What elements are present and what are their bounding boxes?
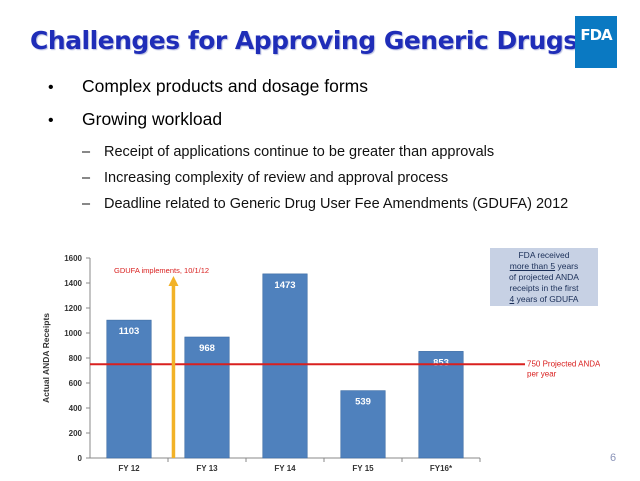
y-tick-label: 0 bbox=[78, 454, 83, 463]
dash-icon: – bbox=[82, 196, 91, 212]
sub-bullet-item: – Deadline related to Generic Drug User … bbox=[82, 194, 608, 214]
sub-bullet-item: – Receipt of applications continue to be… bbox=[82, 142, 608, 162]
gdufa-annotation: GDUFA implements, 10/1/12 bbox=[114, 266, 209, 275]
bar bbox=[340, 390, 386, 459]
info-line: 4 years of GDUFA bbox=[490, 294, 598, 305]
y-tick-label: 400 bbox=[69, 404, 83, 413]
y-tick-label: 1200 bbox=[64, 304, 82, 313]
x-tick-label: FY16* bbox=[430, 464, 453, 473]
info-line: FDA received bbox=[518, 250, 570, 260]
bullet-text: Growing workload bbox=[82, 109, 223, 129]
bullet-item: • Growing workload bbox=[48, 109, 608, 130]
bullet-dot-icon: • bbox=[48, 112, 54, 129]
sub-bullet-text: Increasing complexity of review and appr… bbox=[104, 170, 449, 186]
info-underlined-text: 4 bbox=[509, 294, 515, 304]
bar bbox=[262, 273, 308, 459]
x-tick-label: FY 12 bbox=[118, 464, 140, 473]
bar-value-label: 968 bbox=[199, 343, 215, 354]
bar bbox=[184, 336, 230, 459]
anda-receipts-chart: Actual ANDA Receipts 0 200 400 600 800 1000 120… bbox=[40, 246, 604, 481]
info-text: years bbox=[555, 261, 579, 271]
bar-value-label: 1473 bbox=[274, 280, 295, 291]
y-tick-label: 1400 bbox=[64, 279, 82, 288]
bullet-dot-icon: • bbox=[48, 79, 54, 96]
bar bbox=[418, 351, 464, 459]
sub-bullet-text: Deadline related to Generic Drug User Fe… bbox=[104, 196, 569, 212]
x-tick-label: FY 14 bbox=[274, 464, 296, 473]
bar-value-label: 853 bbox=[433, 357, 449, 368]
fda-logo: FDA bbox=[575, 16, 617, 68]
bullet-text: Complex products and dosage forms bbox=[82, 76, 368, 96]
reference-line-label: per year bbox=[527, 369, 557, 378]
x-tick-label: FY 15 bbox=[352, 464, 374, 473]
y-tick-label: 1000 bbox=[64, 329, 82, 338]
bar-value-label: 539 bbox=[355, 397, 371, 408]
info-line: of projected ANDA bbox=[509, 272, 579, 282]
y-tick-label: 800 bbox=[69, 354, 83, 363]
bar-value-label: 1103 bbox=[119, 326, 140, 337]
info-box: FDA received more than 5 years of projec… bbox=[490, 248, 598, 306]
slide-title: Challenges for Approving Generic Drugs bbox=[30, 26, 578, 55]
x-tick-label: FY 13 bbox=[196, 464, 218, 473]
info-line: more than 5 years bbox=[490, 261, 598, 272]
slide-number: 6 bbox=[610, 452, 617, 464]
dash-icon: – bbox=[82, 144, 91, 160]
bullet-list: • Complex products and dosage forms • Gr… bbox=[48, 76, 608, 220]
info-underlined-text: more than 5 bbox=[509, 261, 556, 271]
y-tick-label: 200 bbox=[69, 429, 83, 438]
info-text: years of GDUFA bbox=[514, 294, 579, 304]
bar bbox=[106, 319, 152, 459]
y-tick-label: 1600 bbox=[64, 254, 82, 263]
bar-chart-svg: Actual ANDA Receipts 0 200 400 600 800 1000 120… bbox=[41, 254, 604, 473]
y-axis-label: Actual ANDA Receipts bbox=[41, 313, 51, 403]
bullet-item: • Complex products and dosage forms bbox=[48, 76, 608, 97]
sub-bullet-item: – Increasing complexity of review and ap… bbox=[82, 168, 608, 188]
info-line: receipts in the first bbox=[509, 283, 579, 293]
sub-bullet-text: Receipt of applications continue to be g… bbox=[104, 144, 495, 160]
gdufa-arrow-head-icon bbox=[168, 276, 179, 286]
reference-line-label: 750 Projected ANDAs bbox=[527, 359, 600, 368]
dash-icon: – bbox=[82, 170, 91, 186]
y-tick-label: 600 bbox=[69, 379, 83, 388]
